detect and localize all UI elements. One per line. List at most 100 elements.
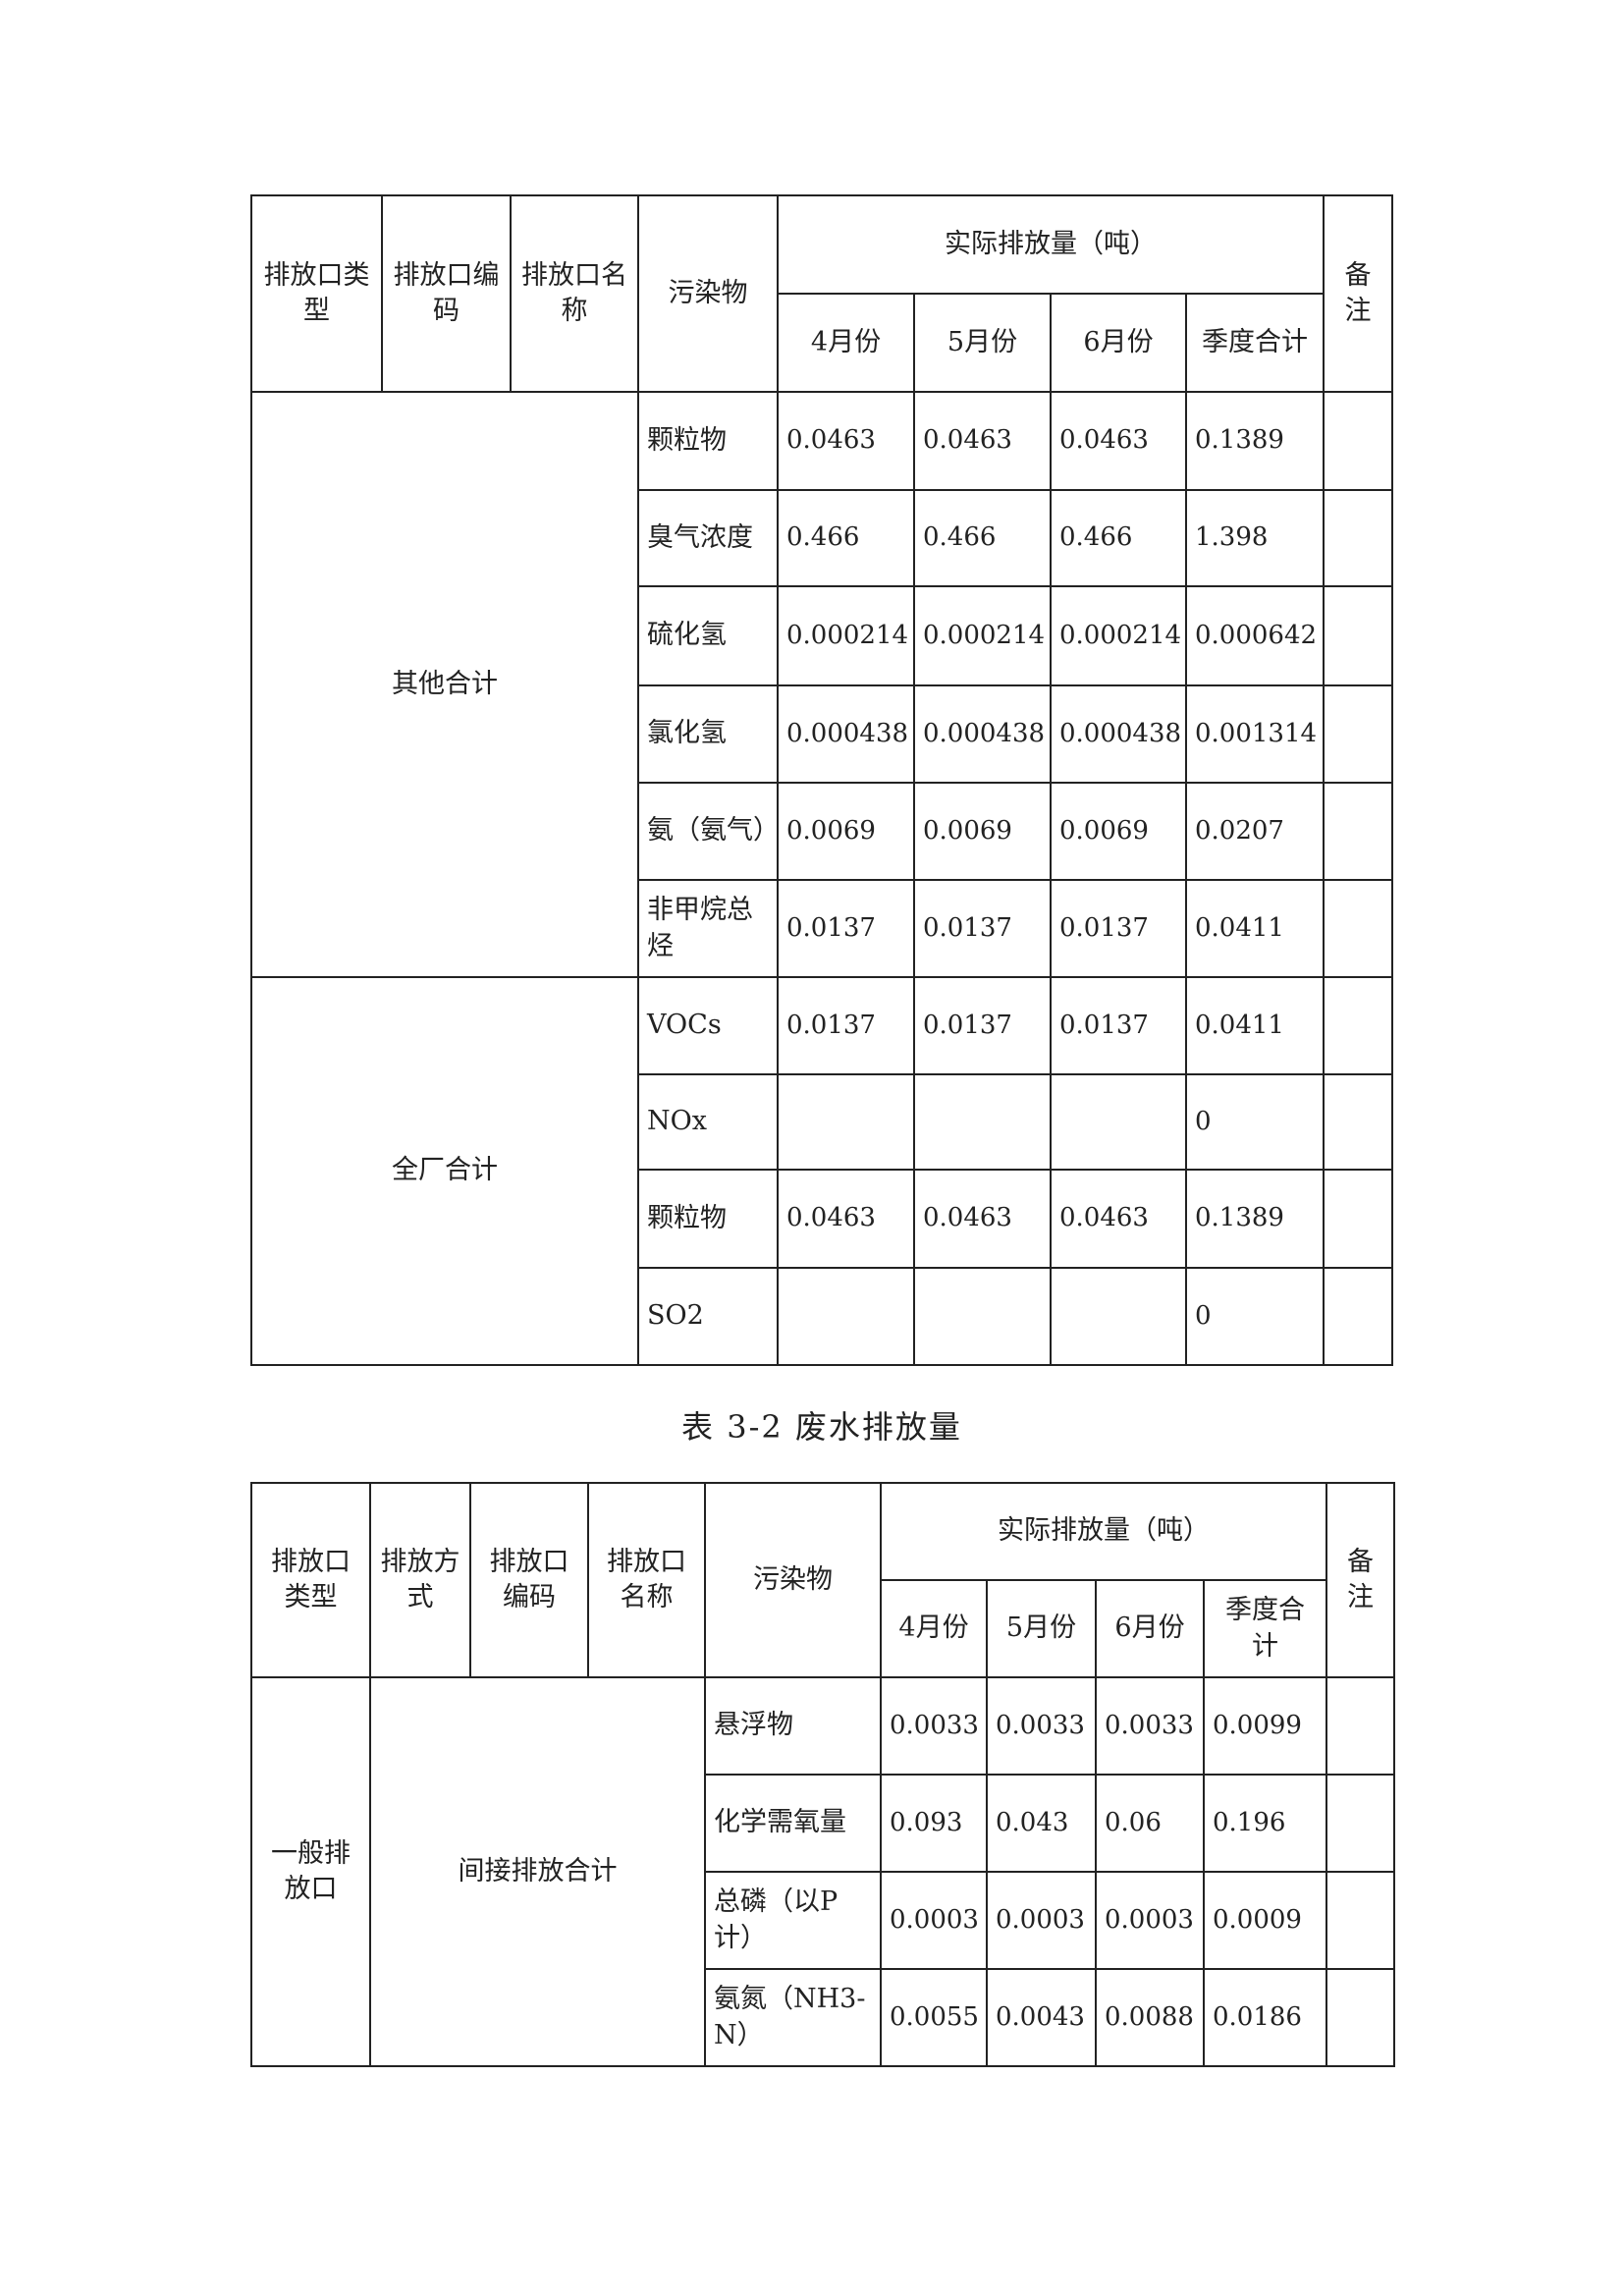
header-month-6: 6月份 xyxy=(1095,1579,1205,1678)
emission-value: 0.0463 xyxy=(913,1169,1052,1269)
emission-value: 0.0186 xyxy=(1203,1968,1327,2067)
emission-value: 0.0033 xyxy=(986,1676,1097,1776)
emission-value: 0.0033 xyxy=(1095,1676,1205,1776)
remark-cell xyxy=(1323,489,1393,587)
emission-value xyxy=(1050,1267,1187,1366)
emission-value: 0.043 xyxy=(986,1774,1097,1873)
header-pollutant: 污染物 xyxy=(704,1482,882,1678)
remark-cell xyxy=(1323,976,1393,1075)
emission-value: 0.0043 xyxy=(986,1968,1097,2067)
wastewater-emissions-table: 排放口类型 排放方式 排放口编码 排放口名称 污染物 实际排放量（吨） 备注 4… xyxy=(250,1482,1395,2067)
emission-value: 0.0463 xyxy=(1050,391,1187,491)
header-outlet-type: 排放口类型 xyxy=(250,1482,371,1678)
table-row: 氨氮（NH3-N） 0.0055 0.0043 0.0088 0.0186 xyxy=(251,1968,1395,2067)
remark-cell xyxy=(1325,1871,1395,1970)
pollutant-name: 氨氮（NH3-N） xyxy=(704,1968,882,2067)
header-outlet-type: 排放口类型 xyxy=(250,194,383,393)
emission-value: 0.000214 xyxy=(913,585,1052,686)
pollutant-name: 氯化氢 xyxy=(637,684,779,784)
emission-value: 0.0003 xyxy=(1095,1871,1205,1970)
emission-value xyxy=(777,1267,915,1366)
table-row: 硫化氢 0.000214 0.000214 0.000214 0.000642 xyxy=(251,585,1393,686)
emission-value: 0.0033 xyxy=(880,1676,988,1776)
emission-value: 0.000214 xyxy=(777,585,915,686)
emission-value: 0.0069 xyxy=(1050,782,1187,881)
table-row: 一般排放口 间接排放合计 悬浮物 0.0033 0.0033 0.0033 0.0099 xyxy=(250,1676,1395,2067)
header-outlet-name: 排放口名称 xyxy=(587,1482,706,1678)
outlet-type: 一般排放口 xyxy=(250,1676,371,2067)
emission-value: 0.000438 xyxy=(913,684,1052,784)
emission-value: 0.466 xyxy=(777,489,915,587)
emission-value xyxy=(777,1073,915,1171)
emission-value: 0.000438 xyxy=(1050,684,1187,784)
header-actual-emissions: 实际排放量（吨） xyxy=(880,1482,1327,1581)
emission-value: 0.0137 xyxy=(777,976,915,1075)
pollutant-name: 臭气浓度 xyxy=(637,489,779,587)
emission-value xyxy=(913,1073,1052,1171)
emission-value: 0.0099 xyxy=(1203,1676,1327,1776)
table-row: 化学需氧量 0.093 0.043 0.06 0.196 xyxy=(251,1774,1395,1873)
header-pollutant: 污染物 xyxy=(637,194,779,393)
remark-cell xyxy=(1323,782,1393,881)
emission-value: 0.466 xyxy=(913,489,1052,587)
header-actual-emissions: 实际排放量（吨） xyxy=(777,194,1325,295)
table-row: 其他合计 颗粒物 0.0463 0.0463 0.0463 0.1389 xyxy=(250,391,1393,978)
emission-value: 0.001314 xyxy=(1185,684,1325,784)
emission-value: 0.1389 xyxy=(1185,391,1325,491)
header-outlet-name: 排放口名称 xyxy=(510,194,639,393)
table-row: 颗粒物 0.0463 0.0463 0.0463 0.1389 xyxy=(251,1169,1393,1269)
pollutant-name: SO2 xyxy=(637,1267,779,1366)
header-remark: 备注 xyxy=(1325,1482,1395,1678)
header-quarter-total: 季度合计 xyxy=(1203,1579,1327,1678)
emission-value: 0.0137 xyxy=(913,879,1052,978)
pollutant-name: 硫化氢 xyxy=(637,585,779,686)
emission-value: 0.0463 xyxy=(1050,1169,1187,1269)
emission-value: 0.0411 xyxy=(1185,879,1325,978)
remark-cell xyxy=(1323,1073,1393,1171)
header-remark: 备注 xyxy=(1323,194,1393,393)
emission-value: 0.0137 xyxy=(913,976,1052,1075)
emission-value: 0.0088 xyxy=(1095,1968,1205,2067)
pollutant-name: 悬浮物 xyxy=(704,1676,882,1776)
emission-value: 0.0003 xyxy=(986,1871,1097,1970)
remark-cell xyxy=(1325,1676,1395,1776)
emission-value xyxy=(1050,1073,1187,1171)
emission-value: 0.0463 xyxy=(777,391,915,491)
table-row: 氯化氢 0.000438 0.000438 0.000438 0.001314 xyxy=(251,684,1393,784)
header-month-5: 5月份 xyxy=(913,293,1052,393)
table-row: 总磷（以P计） 0.0003 0.0003 0.0003 0.0009 xyxy=(251,1871,1395,1970)
header-month-5: 5月份 xyxy=(986,1579,1097,1678)
table-row: 非甲烷总烃 0.0137 0.0137 0.0137 0.0411 xyxy=(251,879,1393,978)
emission-value: 0.000438 xyxy=(777,684,915,784)
emission-value: 0.0137 xyxy=(1050,976,1187,1075)
table-row: 氨（氨气） 0.0069 0.0069 0.0069 0.0207 xyxy=(251,782,1393,881)
emission-value: 0.0009 xyxy=(1203,1871,1327,1970)
emission-value: 0.0055 xyxy=(880,1968,988,2067)
pollutant-name: VOCs xyxy=(637,976,779,1075)
emission-value: 0.0003 xyxy=(880,1871,988,1970)
pollutant-name: 氨（氨气） xyxy=(637,782,780,881)
emission-value: 0.196 xyxy=(1203,1774,1327,1873)
emission-value: 0.093 xyxy=(880,1774,988,1873)
group-label: 全厂合计 xyxy=(250,976,639,1366)
pollutant-name: 化学需氧量 xyxy=(704,1774,882,1873)
pollutant-name: 非甲烷总烃 xyxy=(637,879,779,978)
remark-cell xyxy=(1323,879,1393,978)
pollutant-name: 颗粒物 xyxy=(637,391,779,491)
remark-cell xyxy=(1323,585,1393,686)
table-row: 臭气浓度 0.466 0.466 0.466 1.398 xyxy=(251,489,1393,587)
emission-value: 0.1389 xyxy=(1185,1169,1325,1269)
emission-value: 0.0411 xyxy=(1185,976,1325,1075)
header-discharge-method: 排放方式 xyxy=(369,1482,471,1678)
emission-value: 0 xyxy=(1185,1267,1325,1366)
header-month-6: 6月份 xyxy=(1050,293,1187,393)
group-label: 间接排放合计 xyxy=(369,1676,706,2067)
emission-value xyxy=(913,1267,1052,1366)
remark-cell xyxy=(1325,1774,1395,1873)
pollutant-name: 颗粒物 xyxy=(637,1169,779,1269)
emission-value: 1.398 xyxy=(1185,489,1325,587)
remark-cell xyxy=(1323,1169,1393,1269)
table-row: NOx 0 xyxy=(251,1073,1393,1171)
table-row: 全厂合计 VOCs 0.0137 0.0137 0.0137 0.0411 xyxy=(250,976,1393,1366)
group-label: 其他合计 xyxy=(250,391,639,978)
